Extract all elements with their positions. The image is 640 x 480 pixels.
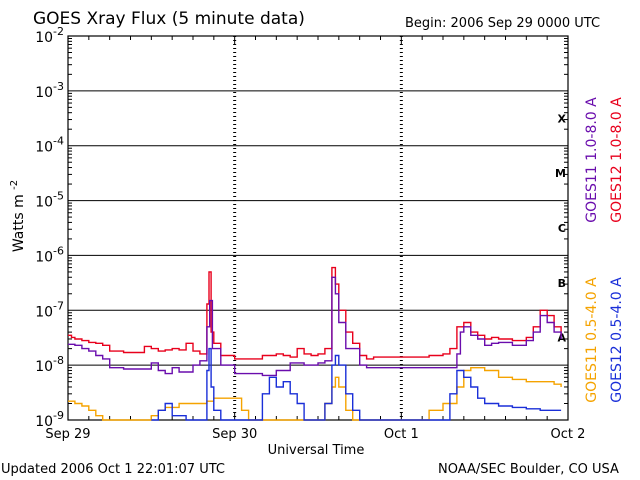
x-axis-ticks: Sep 29 Sep 30 Oct 1 Oct 2 xyxy=(45,36,585,442)
x-tick-label: Oct 2 xyxy=(551,427,586,442)
y-tick-label: 10-2 xyxy=(35,25,64,46)
flare-class-B: B xyxy=(558,277,566,290)
y-tick-label: 10-4 xyxy=(35,135,64,156)
y-tick-label: 10-7 xyxy=(35,299,64,320)
y-axis-ticks: 10-2 10-3 10-4 10-5 10-6 10-7 10-8 10-9 xyxy=(35,25,568,430)
series-goes12-0-5-4-0-a xyxy=(151,347,562,421)
begin-time: Begin: 2006 Sep 29 0000 UTC xyxy=(405,16,600,31)
legend-goes12-0-5-4-0-a: GOES12 0.5-4.0 A xyxy=(609,277,625,403)
chart-title: GOES Xray Flux (5 minute data) xyxy=(33,9,305,29)
legend-goes12-1-0-8-0-a: GOES12 1.0-8.0 A xyxy=(609,97,625,223)
data-series xyxy=(68,266,562,421)
legend-goes11-1-0-8-0-a: GOES11 1.0-8.0 A xyxy=(584,97,600,223)
x-tick-label: Sep 30 xyxy=(212,427,257,442)
legend-goes11-0-5-4-0-a: GOES11 0.5-4.0 A xyxy=(584,277,600,403)
credit: NOAA/SEC Boulder, CO USA xyxy=(438,462,619,477)
series-goes11-0-5-4-0-a xyxy=(68,367,562,421)
y-axis-label: Watts m -2 xyxy=(9,180,27,252)
series-goes11-1-0-8-0-a xyxy=(68,276,562,377)
flare-class-A: A xyxy=(557,332,566,345)
x-axis-label: Universal Time xyxy=(268,443,365,458)
y-tick-label: 10-3 xyxy=(35,80,64,101)
flare-class-labels: X M C B A xyxy=(555,112,566,344)
flare-class-C: C xyxy=(558,222,566,235)
y-tick-label: 10-5 xyxy=(35,190,64,211)
svg-text:Watts m -2: Watts m -2 xyxy=(9,180,27,252)
series-goes12-1-0-8-0-a xyxy=(68,266,562,360)
y-axis-label-text: Watts m xyxy=(11,194,27,252)
x-tick-label: Sep 29 xyxy=(45,427,90,442)
y-axis-label-exponent: -2 xyxy=(9,180,20,190)
updated-time: Updated 2006 Oct 1 22:01:07 UTC xyxy=(1,462,225,477)
y-tick-label: 10-6 xyxy=(35,244,64,265)
x-tick-label: Oct 1 xyxy=(384,427,419,442)
flare-class-M: M xyxy=(555,167,566,180)
legend: GOES11 1.0-8.0 A GOES12 1.0-8.0 A GOES11 0… xyxy=(584,97,625,403)
flux-gridlines xyxy=(68,90,568,366)
y-tick-label: 10-9 xyxy=(35,409,64,430)
flare-class-X: X xyxy=(558,112,567,125)
y-tick-label: 10-8 xyxy=(35,354,64,375)
